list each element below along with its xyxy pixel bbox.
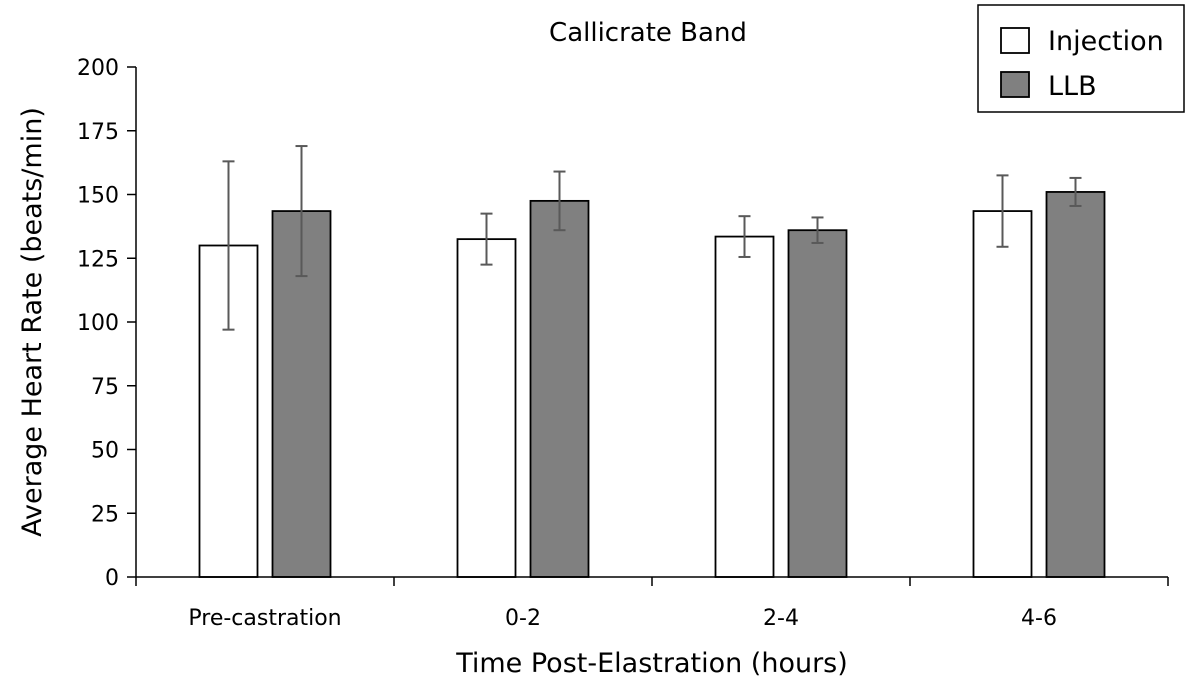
y-tick-label: 25 <box>91 502 119 527</box>
x-ticks-group: Pre-castration 0-2 2-4 4-6 <box>135 577 1169 631</box>
error-bar-injection-2 <box>738 215 751 258</box>
legend-swatch-llb <box>1000 71 1030 98</box>
y-tick-label: 200 <box>77 56 119 81</box>
plot-area: 0 25 50 75 100 125 150 175 200 Pre-castration 0-2… <box>77 56 1169 631</box>
y-tick-label: 125 <box>77 247 119 272</box>
bar-injection-3 <box>972 210 1033 578</box>
x-tick-label: 4-6 <box>1021 606 1057 631</box>
bar-llb-3 <box>1045 191 1106 578</box>
legend-swatch-injection <box>1000 27 1030 54</box>
y-tick-label: 100 <box>77 311 119 336</box>
y-tick-label: 0 <box>105 566 119 591</box>
error-bar-injection-0 <box>222 160 235 331</box>
x-tick-label: 2-4 <box>763 606 799 631</box>
bar-llb-1 <box>529 199 590 578</box>
error-bar-llb-2 <box>811 216 824 244</box>
y-tick-label: 75 <box>91 375 119 400</box>
error-bar-injection-1 <box>480 212 493 266</box>
error-bars-group <box>222 145 1082 331</box>
error-bar-llb-1 <box>553 170 566 232</box>
bar-llb-2 <box>787 229 848 578</box>
x-tick-label: Pre-castration <box>188 606 341 631</box>
bar-injection-1 <box>456 238 517 578</box>
bars-group <box>198 191 1106 578</box>
legend-label-injection: Injection <box>1048 26 1164 57</box>
x-tick-label: 0-2 <box>505 606 541 631</box>
y-ticks-group: 0 25 50 75 100 125 150 175 200 <box>77 56 136 591</box>
error-bar-llb-3 <box>1069 176 1082 207</box>
y-axis-label: Average Heart Rate (beats/min) <box>17 107 48 537</box>
chart-title: Callicrate Band <box>549 18 747 48</box>
legend-label-llb: LLB <box>1048 71 1097 102</box>
y-tick-label: 150 <box>77 184 119 209</box>
x-axis-label: Time Post-Elastration (hours) <box>455 648 848 679</box>
error-bar-injection-3 <box>996 174 1009 248</box>
legend: Injection LLB <box>977 4 1185 113</box>
error-bar-llb-0 <box>295 145 308 278</box>
bar-injection-2 <box>714 235 775 578</box>
y-tick-label: 175 <box>77 120 119 145</box>
y-tick-label: 50 <box>91 439 119 464</box>
